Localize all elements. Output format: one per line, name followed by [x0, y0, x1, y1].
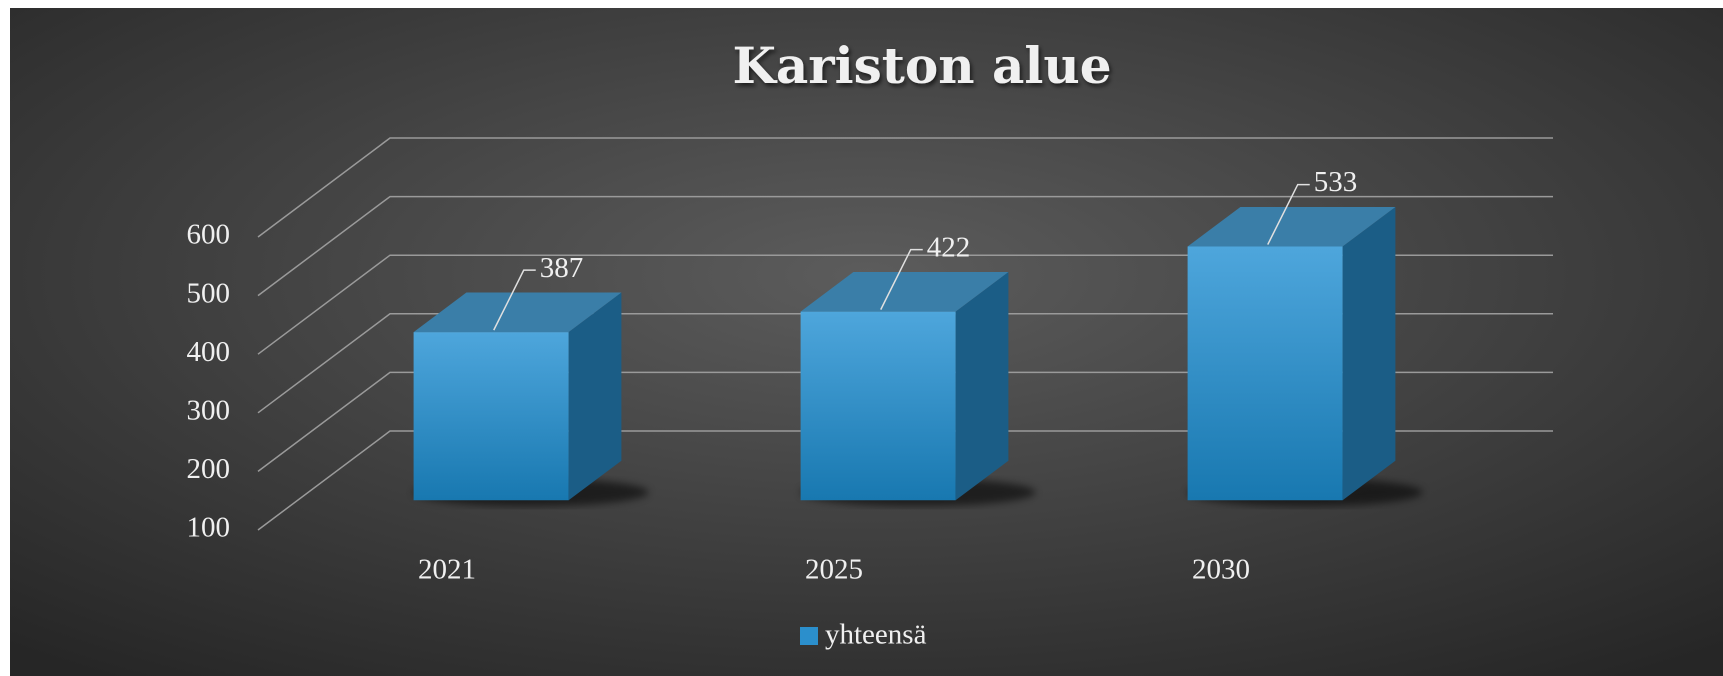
bar-front: [1187, 246, 1343, 501]
legend-label: yhteensä: [825, 619, 927, 651]
grid-line: [257, 195, 1553, 297]
grid-line: [257, 371, 1553, 472]
y-tick-label: 200: [187, 453, 231, 485]
y-tick-label: 500: [187, 277, 231, 309]
y-tick-label: 400: [187, 336, 231, 368]
x-tick-label: 2030: [1192, 554, 1250, 586]
bar-top: [800, 272, 1009, 312]
bar: [800, 272, 1036, 507]
bar: [1187, 206, 1423, 507]
grid-line: [257, 137, 1553, 238]
bar-top: [413, 292, 622, 333]
leader-line: [880, 248, 923, 310]
chart-title: Kariston alue: [732, 36, 1111, 95]
bar-front: [413, 332, 569, 501]
leader-line: [493, 269, 536, 331]
bar-front: [800, 311, 956, 501]
bar-side: [1342, 206, 1396, 501]
bar-side: [955, 272, 1009, 501]
bar-top: [1187, 206, 1396, 247]
grid-line: [257, 313, 1553, 414]
plot-area: 100 200 300 400 500 600 2021 387 2025 422 2030 533 y…: [187, 137, 1553, 651]
y-tick-label: 600: [187, 219, 231, 251]
x-tick-label: 2025: [805, 554, 863, 586]
grid-line: [257, 430, 1553, 531]
y-tick-label: 300: [187, 394, 231, 426]
y-tick-label: 100: [187, 512, 231, 544]
data-label: 387: [540, 252, 584, 284]
x-tick-label: 2021: [418, 554, 476, 586]
data-label: 422: [927, 231, 971, 263]
leader-line: [1267, 183, 1310, 245]
data-label: 533: [1314, 166, 1358, 198]
bar-side: [568, 292, 622, 501]
bar: [413, 292, 649, 507]
grid-line: [257, 254, 1553, 355]
legend-swatch: [800, 627, 818, 645]
